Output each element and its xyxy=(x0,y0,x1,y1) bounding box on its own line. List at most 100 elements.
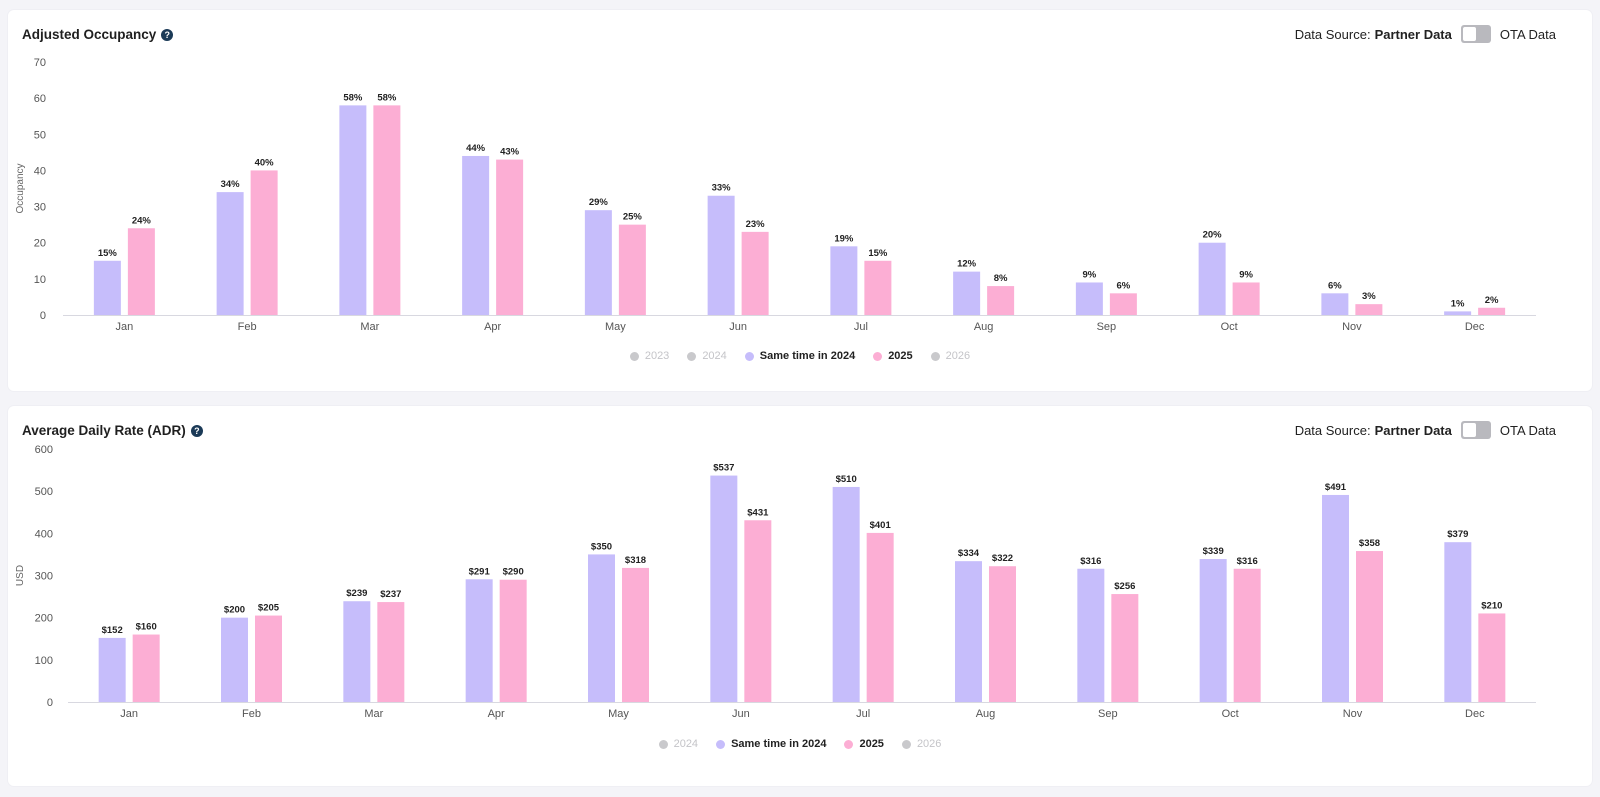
bar-same-time-2024-apr xyxy=(465,579,493,702)
data-label: 44% xyxy=(466,143,486,154)
data-label: 15% xyxy=(868,248,888,259)
data-label: $339 xyxy=(1203,546,1224,557)
bar-2025-jun xyxy=(744,520,772,702)
data-label: $316 xyxy=(1080,556,1101,567)
bar-2025-aug xyxy=(987,286,1015,315)
legend-item-2023[interactable]: 2023 xyxy=(629,350,669,362)
bar-same-time-2024-mar xyxy=(339,105,367,315)
data-source-label: Data Source: xyxy=(1294,26,1371,42)
data-source-toggle[interactable] xyxy=(1460,25,1491,43)
ota-data-label[interactable]: OTA Data xyxy=(1499,26,1556,42)
data-label: 19% xyxy=(834,233,854,244)
data-label: 34% xyxy=(221,179,241,190)
x-tick-label: Jun xyxy=(732,708,750,720)
bar-same-time-2024-may xyxy=(588,554,615,702)
data-label: 6% xyxy=(1117,280,1131,291)
bar-same-time-2024-aug xyxy=(953,271,981,315)
bar-2025-nov xyxy=(1355,304,1383,315)
legend-dot-icon xyxy=(716,739,726,749)
legend-dot-icon xyxy=(629,351,639,361)
toggle-knob xyxy=(1462,27,1476,41)
data-label: $491 xyxy=(1325,482,1347,493)
bar-2025-dec xyxy=(1478,613,1506,702)
data-label: $205 xyxy=(258,603,280,614)
legend-item-2024[interactable]: 2024 xyxy=(658,738,698,750)
data-source-toggle[interactable] xyxy=(1460,421,1491,439)
data-label: $510 xyxy=(836,474,857,485)
y-tick-label: 40 xyxy=(34,165,46,177)
legend-dot-icon xyxy=(873,351,883,361)
bar-2025-sep xyxy=(1109,293,1137,315)
x-tick-label: Feb xyxy=(242,708,261,720)
y-tick-label: 20 xyxy=(34,238,46,250)
legend-item-same-time-in-2024[interactable]: Same time in 2024 xyxy=(716,738,826,750)
partner-data-label[interactable]: Partner Data xyxy=(1374,26,1452,42)
bar-2025-mar xyxy=(377,602,405,702)
x-tick-label: Jan xyxy=(116,321,134,333)
bar-2025-aug xyxy=(989,566,1016,702)
legend-item-2024[interactable]: 2024 xyxy=(687,350,727,362)
legend-item-same-time-in-2024[interactable]: Same time in 2024 xyxy=(744,350,855,362)
adr-title-text: Average Daily Rate (ADR) xyxy=(22,423,186,438)
legend-dot-icon xyxy=(744,351,754,361)
bar-same-time-2024-oct xyxy=(1199,559,1227,702)
partner-data-label[interactable]: Partner Data xyxy=(1374,422,1452,438)
legend-dot-icon xyxy=(930,351,940,361)
bar-2025-feb xyxy=(255,615,282,702)
bar-2025-oct xyxy=(1232,282,1260,315)
data-label: $358 xyxy=(1359,538,1380,549)
adr-data-source: Data Source: Partner Data OTA Data xyxy=(1295,421,1556,439)
bar-same-time-2024-nov xyxy=(1322,494,1349,702)
x-tick-label: Jun xyxy=(729,321,747,333)
bar-same-time-2024-sep xyxy=(1077,568,1105,702)
occupancy-legend: 2023 2024 Same time in 2024 2025 2026 xyxy=(8,350,1592,362)
legend-item-2025[interactable]: 2025 xyxy=(844,738,884,750)
data-label: 25% xyxy=(623,212,643,223)
legend-item-2026[interactable]: 2026 xyxy=(901,738,941,750)
adr-legend: 2024 Same time in 2024 2025 2026 xyxy=(8,738,1592,750)
y-tick-label: 200 xyxy=(35,613,53,625)
x-tick-label: May xyxy=(608,708,629,720)
x-tick-label: May xyxy=(605,321,626,333)
help-icon[interactable]: ? xyxy=(190,424,203,437)
legend-dot-icon xyxy=(658,739,668,749)
bar-same-time-2024-jun xyxy=(707,195,735,315)
ota-data-label[interactable]: OTA Data xyxy=(1499,422,1556,438)
x-tick-label: Apr xyxy=(484,321,501,333)
y-tick-label: 500 xyxy=(35,486,53,498)
x-tick-label: Aug xyxy=(976,708,996,720)
data-label: 43% xyxy=(500,147,520,158)
legend-item-2025[interactable]: 2025 xyxy=(873,350,913,362)
x-tick-label: Mar xyxy=(364,708,383,720)
data-label: $316 xyxy=(1237,556,1258,567)
y-tick-label: 400 xyxy=(35,528,53,540)
data-label: 24% xyxy=(132,215,152,226)
data-label: $379 xyxy=(1447,529,1468,540)
bar-same-time-2024-jul xyxy=(832,486,860,702)
x-tick-label: Apr xyxy=(488,708,505,720)
data-label: 2% xyxy=(1485,295,1499,306)
y-tick-label: 50 xyxy=(34,129,46,141)
legend-item-2026[interactable]: 2026 xyxy=(930,350,971,362)
bar-same-time-2024-feb xyxy=(221,617,248,702)
help-icon[interactable]: ? xyxy=(161,28,174,41)
legend-label: 2025 xyxy=(859,738,884,750)
bar-2025-may xyxy=(622,567,649,702)
data-label: 29% xyxy=(589,197,609,208)
bar-2025-mar xyxy=(373,105,401,315)
data-label: $334 xyxy=(958,548,980,559)
bar-same-time-2024-jan xyxy=(93,260,121,315)
bar-2025-feb xyxy=(250,170,278,315)
data-label: $160 xyxy=(136,622,157,633)
legend-label: 2026 xyxy=(945,350,971,362)
data-label: $239 xyxy=(346,588,367,599)
y-tick-label: 0 xyxy=(40,310,46,322)
data-label: 58% xyxy=(343,92,363,103)
bar-same-time-2024-mar xyxy=(343,601,371,702)
bar-2025-jan xyxy=(127,228,155,315)
bar-same-time-2024-sep xyxy=(1075,282,1103,315)
legend-label: 2025 xyxy=(888,350,913,362)
bar-same-time-2024-oct xyxy=(1198,242,1226,315)
bar-same-time-2024-aug xyxy=(955,561,982,702)
data-label: 6% xyxy=(1328,280,1342,291)
